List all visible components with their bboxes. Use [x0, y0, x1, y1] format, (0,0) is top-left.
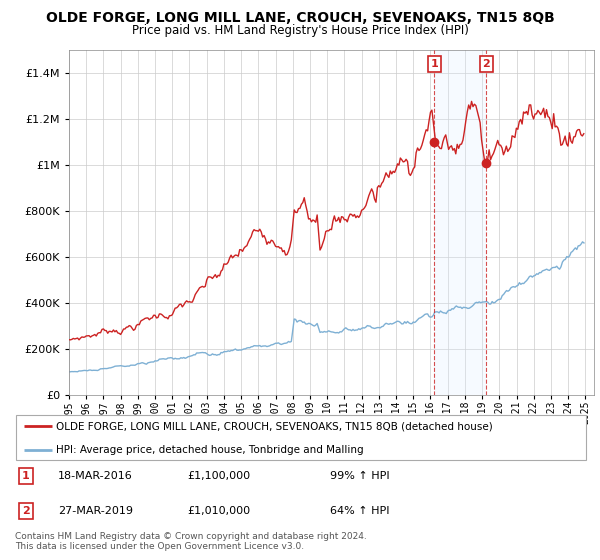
Text: Contains HM Land Registry data © Crown copyright and database right 2024.
This d: Contains HM Land Registry data © Crown c…	[15, 532, 367, 552]
Text: HPI: Average price, detached house, Tonbridge and Malling: HPI: Average price, detached house, Tonb…	[56, 445, 364, 455]
Text: 1: 1	[430, 59, 438, 69]
Text: £1,100,000: £1,100,000	[187, 472, 250, 482]
Text: 2: 2	[482, 59, 490, 69]
Text: 27-MAR-2019: 27-MAR-2019	[58, 506, 133, 516]
Text: 18-MAR-2016: 18-MAR-2016	[58, 472, 133, 482]
Text: 64% ↑ HPI: 64% ↑ HPI	[330, 506, 389, 516]
Text: Price paid vs. HM Land Registry's House Price Index (HPI): Price paid vs. HM Land Registry's House …	[131, 24, 469, 36]
Text: 99% ↑ HPI: 99% ↑ HPI	[330, 472, 390, 482]
Text: 1: 1	[22, 472, 29, 482]
Bar	[434, 50, 486, 395]
Text: 2: 2	[22, 506, 29, 516]
FancyBboxPatch shape	[16, 415, 586, 460]
Text: £1,010,000: £1,010,000	[187, 506, 250, 516]
Text: OLDE FORGE, LONG MILL LANE, CROUCH, SEVENOAKS, TN15 8QB: OLDE FORGE, LONG MILL LANE, CROUCH, SEVE…	[46, 11, 554, 25]
Text: OLDE FORGE, LONG MILL LANE, CROUCH, SEVENOAKS, TN15 8QB (detached house): OLDE FORGE, LONG MILL LANE, CROUCH, SEVE…	[56, 421, 493, 431]
